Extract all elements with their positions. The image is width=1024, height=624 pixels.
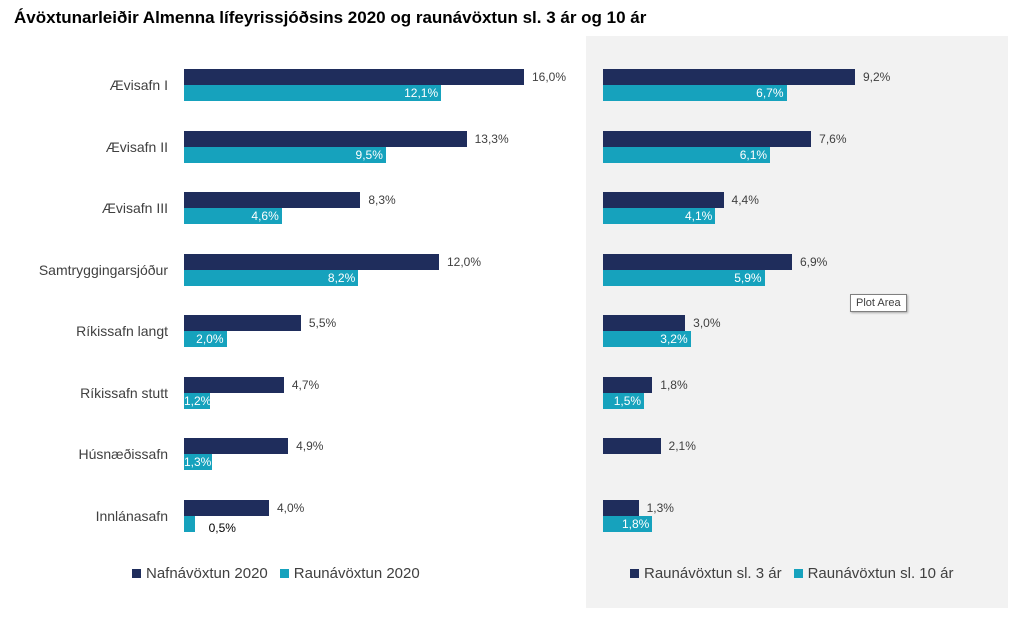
right-bar-series1[interactable]	[603, 315, 686, 331]
data-label: 1,3%	[184, 455, 212, 469]
right-bar-series1[interactable]	[603, 253, 792, 270]
left-bar-series1[interactable]	[184, 253, 439, 270]
data-label: 12,0%	[447, 254, 482, 269]
category-label: Húsnæðissafn	[78, 446, 169, 462]
left-bar-series2[interactable]	[184, 515, 195, 532]
data-label: 0,5%	[208, 520, 236, 535]
legend-label: Raunávöxtun sl. 10 ár	[807, 565, 954, 582]
data-label: 7,6%	[819, 131, 847, 146]
category-label: Ríkissafn stutt	[80, 384, 168, 401]
right-bar-series2[interactable]	[603, 515, 653, 532]
category-label: Ævisafn I	[109, 77, 168, 93]
right-bar-series1[interactable]	[603, 376, 653, 393]
plot-area-tooltip: Plot Area	[850, 294, 907, 312]
right-bar-series2[interactable]	[603, 331, 691, 347]
data-label: 1,2%	[184, 393, 212, 408]
data-label: 4,1%	[684, 209, 713, 223]
left-bar-series2[interactable]	[184, 146, 386, 163]
left-bar-series2[interactable]	[184, 454, 212, 470]
data-label: 9,2%	[863, 70, 891, 84]
right-bar-series1[interactable]	[603, 438, 661, 454]
left-bar-series1[interactable]	[184, 130, 467, 147]
category-label: Ríkissafn langt	[76, 323, 168, 339]
left-bar-series2[interactable]	[184, 392, 210, 409]
data-label: 6,9%	[800, 254, 828, 269]
left-bar-series1[interactable]	[184, 192, 361, 208]
data-label: 8,3%	[368, 193, 396, 207]
data-label: 4,6%	[251, 209, 279, 223]
left-bar-series2[interactable]	[184, 208, 282, 224]
data-label: 12,1%	[404, 86, 439, 100]
legend-swatch	[630, 569, 639, 578]
data-label: 3,2%	[660, 332, 688, 346]
left-bar-series2[interactable]	[184, 269, 359, 286]
data-label: 1,3%	[646, 500, 674, 515]
left-bar-series2[interactable]	[184, 85, 442, 101]
data-label: 4,4%	[731, 193, 759, 207]
data-label: 9,5%	[355, 147, 383, 162]
left-bar-series1[interactable]	[184, 499, 269, 516]
data-label: 2,0%	[196, 332, 224, 346]
data-label: 5,9%	[734, 270, 762, 285]
left-bar-series1[interactable]	[184, 376, 284, 393]
data-label: 4,0%	[277, 500, 305, 515]
left-bar-series1[interactable]	[184, 69, 524, 85]
data-label: 4,7%	[291, 377, 320, 392]
data-label: 2,1%	[668, 439, 696, 453]
data-label: 4,9%	[296, 439, 324, 453]
category-label: Samtryggingarsjóður	[38, 261, 168, 278]
right-bar-series2[interactable]	[603, 146, 771, 163]
category-label: Ævisafn III	[101, 200, 168, 216]
right-bar-series1[interactable]	[603, 192, 724, 208]
left-bar-series1[interactable]	[184, 438, 289, 454]
left-legend: Nafnávöxtun 2020 Raunávöxtun 2020	[132, 565, 420, 582]
category-label: Ævisafn II	[105, 138, 168, 155]
left-bar-series2[interactable]	[184, 331, 227, 347]
legend-label: Raunávöxtun sl. 3 ár	[644, 565, 782, 582]
data-label: 13,3%	[474, 131, 509, 146]
right-bar-series1[interactable]	[603, 499, 639, 516]
data-label: 6,7%	[756, 86, 784, 100]
right-bar-series2[interactable]	[603, 269, 765, 286]
legend-label: Raunávöxtun 2020	[293, 565, 420, 582]
right-bar-series1[interactable]	[603, 130, 812, 147]
legend-label: Nafnávöxtun 2020	[146, 565, 268, 582]
data-label: 6,1%	[739, 147, 768, 162]
legend-swatch	[132, 569, 141, 578]
right-bar-series2[interactable]	[603, 392, 645, 409]
data-label: 3,0%	[693, 316, 721, 330]
right-bar-series2[interactable]	[603, 208, 716, 224]
data-label: 1,8%	[660, 377, 688, 392]
chart-title: Ávöxtunarleiðir Almenna lífeyrissjóðsins…	[14, 8, 647, 27]
data-label: 8,2%	[327, 270, 356, 285]
legend-swatch	[279, 569, 289, 578]
right-legend: Raunávöxtun sl. 3 ár Raunávöxtun sl. 10 á…	[630, 565, 954, 582]
category-label: Innlánasafn	[95, 507, 168, 524]
data-label: 16,0%	[532, 70, 567, 84]
data-label: 5,5%	[308, 316, 337, 330]
right-bar-series1[interactable]	[603, 69, 855, 85]
legend-swatch	[793, 569, 803, 578]
data-label: 1,8%	[621, 516, 650, 531]
left-bar-series1[interactable]	[184, 315, 301, 331]
right-bar-series2[interactable]	[603, 85, 787, 101]
data-label: 1,5%	[613, 393, 642, 408]
